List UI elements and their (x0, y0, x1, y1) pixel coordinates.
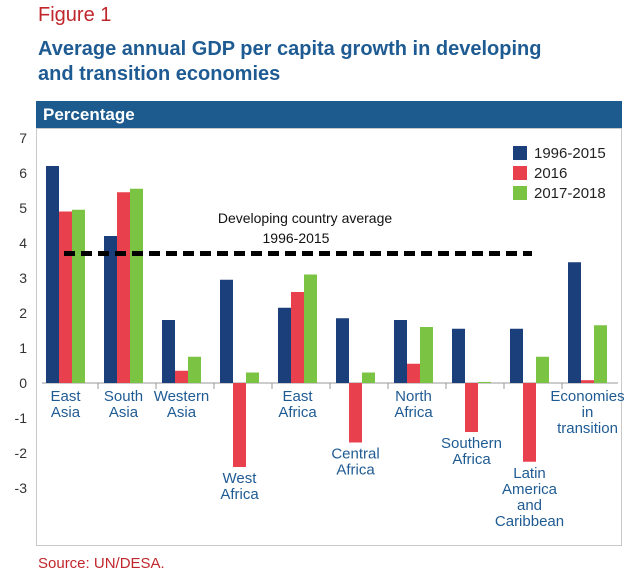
legend-label: 1996-2015 (534, 145, 606, 162)
chart-frame (36, 128, 622, 546)
y-tick-label: 7 (19, 130, 27, 146)
bar-2017-2018 (72, 209, 85, 383)
panel-header: Percentage (36, 101, 622, 128)
figure-title: Average annual GDP per capita growth in … (38, 37, 598, 87)
category-label: Central Africa (331, 446, 379, 479)
bar-2017-2018 (420, 327, 433, 383)
bar-2016 (465, 383, 478, 432)
y-tick-label: 0 (19, 375, 27, 391)
category-label: Economies in transition (550, 388, 624, 437)
bar-2017-2018 (594, 325, 607, 383)
bar-1996-2015 (162, 320, 175, 383)
bar-2016 (407, 363, 420, 383)
figure-title-line-2: and transition economies (38, 63, 281, 85)
y-tick-label: 3 (19, 270, 27, 286)
y-tick-label: 4 (19, 235, 27, 251)
bar-1996-2015 (220, 279, 233, 383)
y-axis: 7 6 5 4 3 2 1 0 -1 -2 -3 (15, 130, 618, 496)
y-tick-label: -3 (15, 480, 28, 496)
bar-2016 (291, 292, 304, 383)
bar-2016 (175, 370, 188, 383)
bar-2016 (523, 383, 536, 462)
category-label: Latin America and Caribbean (495, 465, 564, 530)
bar-2016 (349, 383, 362, 443)
bar-2016 (233, 383, 246, 467)
category-label: Western Asia (154, 388, 210, 421)
bar-2017-2018 (478, 381, 491, 383)
category-label: Southern Africa (441, 435, 502, 468)
bar-2017-2018 (362, 372, 375, 383)
bar-2017-2018 (246, 372, 259, 383)
category-label: East Africa (278, 388, 317, 421)
category-label: East Asia (50, 388, 81, 421)
legend-swatch (513, 166, 527, 180)
figure-label: Figure 1 (38, 4, 112, 26)
reference-line-label: Developing country average (218, 210, 393, 226)
bar-1996-2015 (394, 320, 407, 383)
legend-swatch (513, 146, 527, 160)
source-note: Source: UN/DESA. (38, 555, 165, 572)
bar-1996-2015 (510, 328, 523, 383)
category-labels: East Asia South Asia Western Asia West Africa Ea… (50, 388, 624, 530)
bar-2016 (117, 192, 130, 383)
reference-line-group: Developing country average 1996-2015 (64, 210, 532, 256)
bar-1996-2015 (278, 307, 291, 383)
bars (46, 166, 607, 467)
bar-1996-2015 (452, 328, 465, 383)
category-label: South Asia (104, 388, 143, 421)
bar-1996-2015 (46, 166, 59, 383)
y-tick-label: 5 (19, 200, 27, 216)
bar-1996-2015 (568, 262, 581, 383)
bar-2017-2018 (130, 188, 143, 383)
bar-2017-2018 (536, 356, 549, 383)
y-tick-label: -2 (15, 445, 28, 461)
bar-1996-2015 (336, 318, 349, 383)
legend-label: 2017-2018 (534, 185, 606, 202)
category-label: West Africa (220, 470, 259, 503)
bar-2017-2018 (188, 356, 201, 383)
y-tick-label: -1 (15, 410, 28, 426)
y-tick-label: 6 (19, 165, 27, 181)
reference-line-label: 1996-2015 (263, 230, 330, 246)
y-tick-label: 2 (19, 305, 27, 321)
legend-swatch (513, 186, 527, 200)
y-tick-label: 1 (19, 340, 27, 356)
bar-1996-2015 (104, 236, 117, 383)
category-label: North Africa (394, 388, 433, 421)
figure-title-line-1: Average annual GDP per capita growth in … (38, 38, 542, 60)
bar-2016 (581, 380, 594, 383)
bar-2016 (59, 211, 72, 383)
bar-2017-2018 (304, 274, 317, 383)
legend-label: 2016 (534, 165, 567, 182)
legend: 1996-2015 2016 2017-2018 (513, 145, 606, 202)
